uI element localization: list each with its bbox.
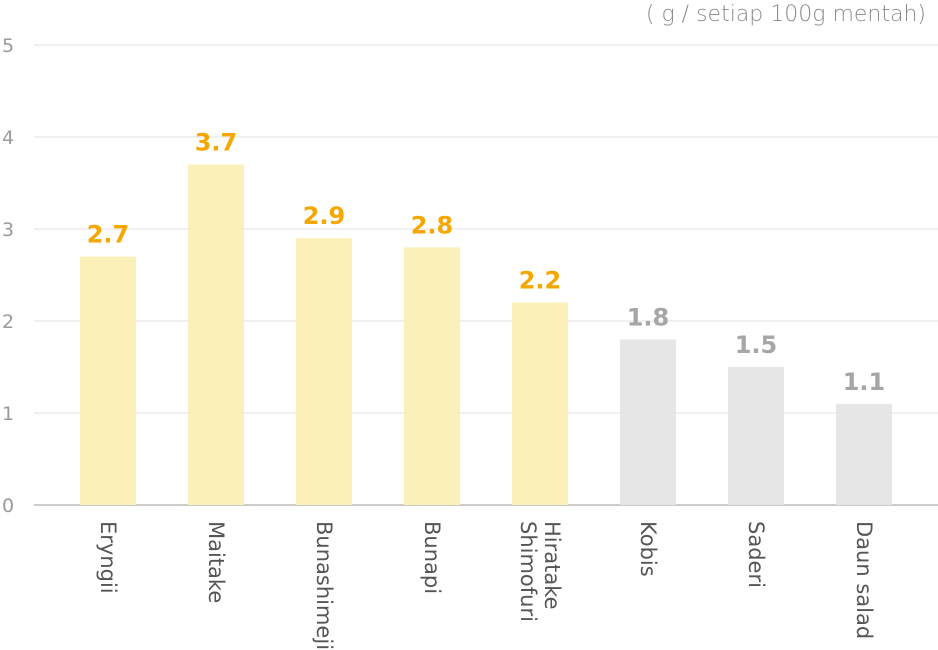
bar-daun-salad <box>836 403 892 505</box>
bar-shimofuri-hiratake <box>512 302 568 505</box>
category-label: Bunashimeji <box>312 521 336 650</box>
category-label: Bunapi <box>420 521 444 594</box>
value-label: 2.9 <box>303 202 346 230</box>
bar-saderi <box>728 367 784 505</box>
category-label: Maitake <box>204 521 228 603</box>
value-label: 2.8 <box>411 211 454 239</box>
category-label: Shimofuri <box>516 521 540 622</box>
value-label: 1.8 <box>627 303 670 331</box>
unit-label: ( g / setiap 100g mentah) <box>645 2 926 27</box>
bar-bunapi <box>404 247 460 505</box>
bar-eryngii <box>80 256 136 505</box>
bars <box>80 164 892 505</box>
y-tick-label: 0 <box>2 495 14 517</box>
value-label: 1.1 <box>843 368 886 396</box>
y-tick-label: 2 <box>2 311 14 333</box>
category-label: Daun salad <box>852 521 876 639</box>
y-tick-label: 3 <box>2 219 14 241</box>
value-label: 3.7 <box>195 129 238 157</box>
bar-kobis <box>620 339 676 505</box>
y-tick-label: 4 <box>2 127 14 149</box>
bar-maitake <box>188 164 244 505</box>
value-label: 2.2 <box>519 267 562 295</box>
y-tick-label: 5 <box>2 35 14 57</box>
category-label: Eryngii <box>96 521 120 594</box>
category-label: Saderi <box>744 521 768 588</box>
category-label: Kobis <box>636 521 660 577</box>
category-labels: Eryngii Maitake Bunashimeji Bunapi Shimofuri… <box>96 521 876 650</box>
category-label: Hiratake <box>540 521 564 610</box>
grid-lines <box>34 44 938 506</box>
y-tick-label: 1 <box>2 403 14 425</box>
bar-bunashimeji <box>296 238 352 505</box>
value-labels: 2.7 3.7 2.9 2.8 2.2 1.8 1.5 1.1 <box>87 129 886 396</box>
value-label: 2.7 <box>87 221 130 249</box>
y-axis-ticks: 0 1 2 3 4 5 <box>2 35 14 517</box>
value-label: 1.5 <box>735 331 778 359</box>
